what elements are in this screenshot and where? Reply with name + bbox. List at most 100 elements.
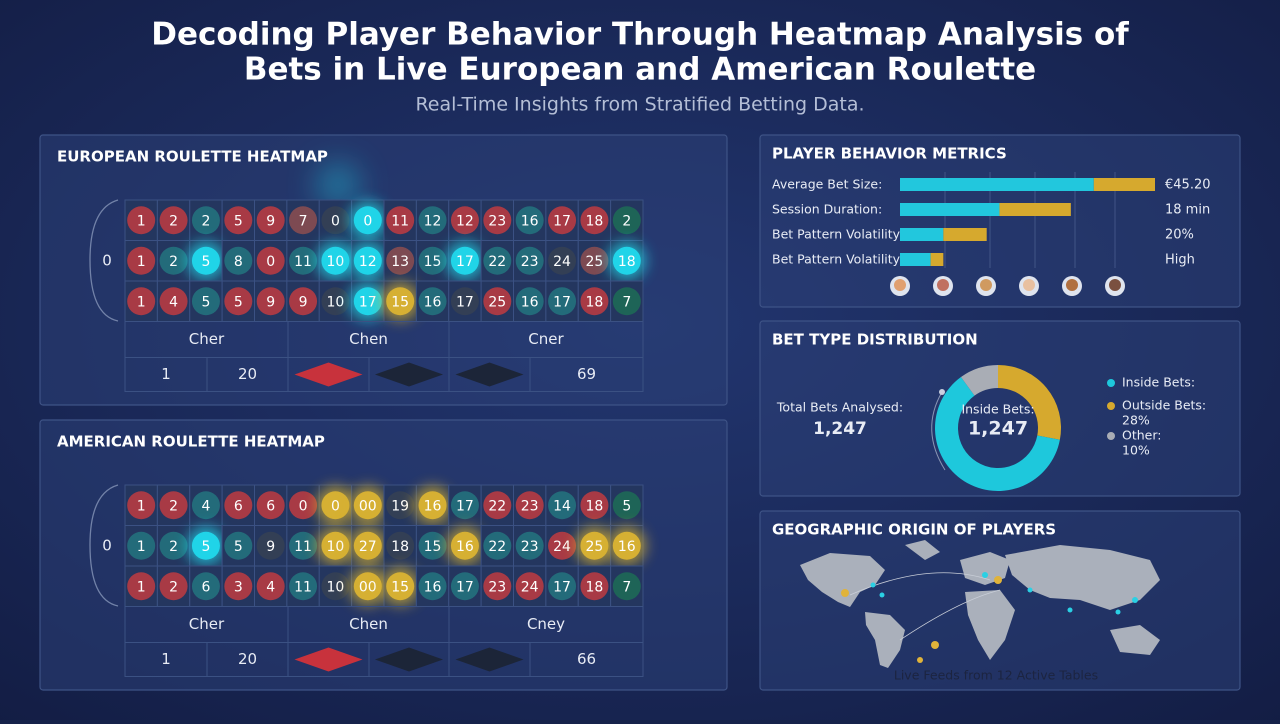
heat-cell (483, 246, 512, 275)
heat-cell (612, 491, 641, 520)
cell-number: 25 (488, 294, 506, 310)
heat-cell (191, 491, 220, 520)
heat-cell (256, 287, 285, 316)
heat-cell (159, 531, 188, 560)
cell-number: 9 (299, 294, 308, 310)
legend-label: Other: (1122, 428, 1161, 443)
heat-cell (289, 531, 318, 560)
total-value: 1,247 (813, 419, 867, 439)
heat-cell (450, 572, 479, 601)
cell-number: 0 (331, 498, 340, 514)
metric-bar (900, 253, 931, 266)
heat-cell (418, 572, 447, 601)
cell-number: 17 (553, 579, 571, 595)
metric-label: Session Duration: (772, 202, 882, 217)
heat-cell (418, 287, 447, 316)
panel-title: BET TYPE DISTRIBUTION (772, 331, 978, 349)
heat-cell (353, 531, 382, 560)
heat-cell (353, 572, 382, 601)
avatar-face (1066, 279, 1078, 291)
heat-cell (580, 206, 609, 235)
heat-cell (191, 246, 220, 275)
zero-label: 0 (102, 537, 112, 555)
heat-cell (548, 531, 577, 560)
cell-number: 24 (521, 579, 539, 595)
cell-number: 9 (266, 294, 275, 310)
heat-cell (580, 531, 609, 560)
footer-cell (529, 642, 644, 677)
heat-cell (224, 287, 253, 316)
cell-number: 16 (424, 498, 442, 514)
heat-cell (224, 206, 253, 235)
bet-diamond (375, 647, 443, 672)
cell-number: 4 (169, 294, 178, 310)
heat-cell (386, 572, 415, 601)
footer-number: 69 (577, 365, 596, 383)
legend-dot (1107, 402, 1115, 410)
heat-cell (256, 531, 285, 560)
heat-cell (450, 206, 479, 235)
cell-number: 00 (359, 579, 377, 595)
cell-number: 10 (327, 579, 345, 595)
heat-cell (612, 246, 641, 275)
section-label: Chen (349, 615, 388, 633)
legend-label: Inside Bets: (1122, 375, 1195, 390)
heat-cell (580, 246, 609, 275)
heat-cell (289, 491, 318, 520)
donut-segment (935, 377, 1060, 491)
heat-cell (515, 572, 544, 601)
cell-number: 7 (622, 579, 631, 595)
footer-number: 20 (238, 650, 257, 668)
world-map (800, 540, 1160, 668)
heat-cell (418, 531, 447, 560)
center-value: 1,247 (968, 418, 1028, 440)
cell-number: 2 (622, 213, 631, 229)
heat-cell (515, 246, 544, 275)
heat-cell (191, 206, 220, 235)
heat-cell (612, 287, 641, 316)
heat-cell (353, 246, 382, 275)
heat-cell (127, 246, 156, 275)
cell-number: 9 (266, 539, 275, 555)
cell-number: 24 (553, 254, 571, 270)
panel-title: GEOGRAPHIC ORIGIN OF PLAYERS (772, 521, 1056, 539)
heat-cell (289, 572, 318, 601)
cell-number: 0 (331, 213, 340, 229)
metric-label: Bet Pattern Volatility: (772, 227, 903, 242)
heat-cell (321, 572, 350, 601)
heat-cell (321, 246, 350, 275)
heat-cell (483, 531, 512, 560)
title-line: Bets in Live European and American Roule… (244, 52, 1036, 88)
heat-cell (515, 491, 544, 520)
cell-number: 8 (234, 254, 243, 270)
metric-label: Average Bet Size: (772, 177, 882, 192)
cell-number: 12 (456, 213, 474, 229)
section-label: Cher (189, 615, 225, 633)
cell-number: 5 (234, 213, 243, 229)
heat-cell (386, 246, 415, 275)
cell-number: 1 (137, 539, 146, 555)
cell-number: 17 (359, 294, 377, 310)
bet-diamond (294, 362, 363, 387)
cell-number: 1 (137, 579, 146, 595)
heat-cell (224, 531, 253, 560)
cell-number: 6 (266, 498, 275, 514)
heat-cell (386, 287, 415, 316)
donut-segment (998, 365, 1061, 440)
footer-cell (529, 357, 644, 392)
cell-number: 6 (234, 498, 243, 514)
heat-cell (548, 491, 577, 520)
zero-label: 0 (102, 252, 112, 270)
bet-diamond (455, 647, 524, 672)
cell-number: 17 (553, 294, 571, 310)
legend-label: Outside Bets: (1122, 398, 1206, 413)
avatar-face (894, 279, 906, 291)
cell-number: 12 (359, 254, 377, 270)
legend-value: 10% (1122, 443, 1150, 458)
heat-cell (450, 246, 479, 275)
map-caption: Live Feeds from 12 Active Tables (894, 668, 1098, 683)
heat-cell (450, 491, 479, 520)
cell-number: 18 (586, 579, 604, 595)
cell-number: 1 (137, 498, 146, 514)
